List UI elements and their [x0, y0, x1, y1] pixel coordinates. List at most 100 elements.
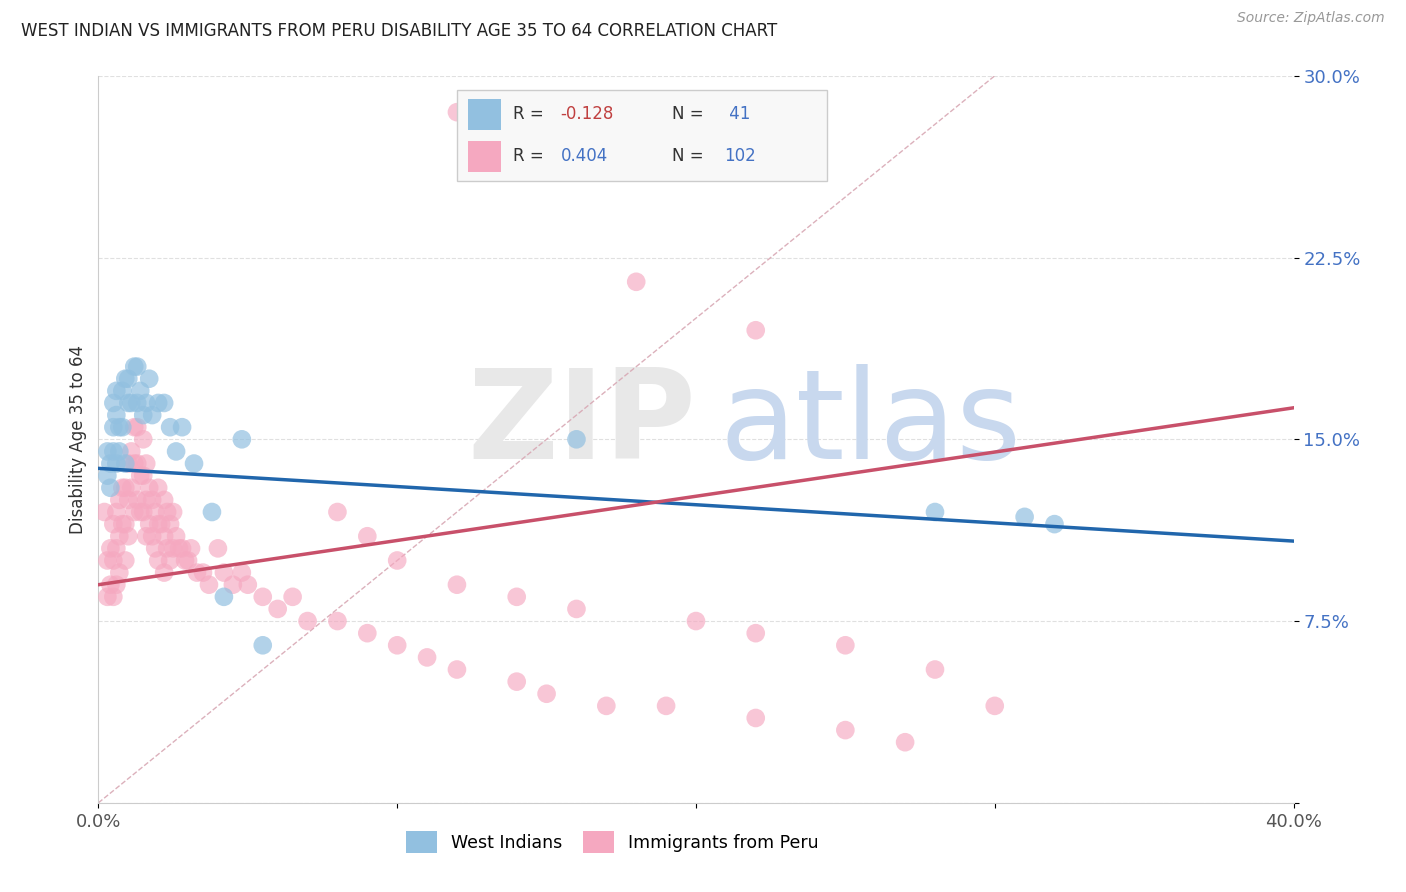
Point	[111, 517, 134, 532]
Point	[135, 457, 157, 471]
Point	[180, 541, 202, 556]
Point	[159, 517, 181, 532]
Text: ZIP: ZIP	[467, 364, 696, 485]
Point	[252, 590, 274, 604]
Y-axis label: Disability Age 35 to 64: Disability Age 35 to 64	[69, 345, 87, 533]
Point	[565, 432, 588, 446]
Point	[156, 541, 179, 556]
Point	[105, 457, 128, 471]
Point	[96, 444, 118, 458]
Point	[143, 505, 166, 519]
Point	[108, 444, 131, 458]
Point	[98, 457, 122, 471]
Point	[924, 663, 946, 677]
Point	[595, 698, 617, 713]
Point	[207, 541, 229, 556]
Point	[105, 505, 128, 519]
Point	[132, 468, 155, 483]
Point	[201, 505, 224, 519]
Point	[127, 359, 149, 374]
Point	[96, 590, 118, 604]
Point	[132, 432, 155, 446]
Point	[103, 590, 125, 604]
Point	[114, 553, 136, 567]
Point	[129, 468, 152, 483]
Point	[267, 602, 290, 616]
Point	[124, 505, 146, 519]
Point	[105, 384, 128, 398]
Point	[98, 578, 122, 592]
Point	[103, 517, 125, 532]
Point	[148, 517, 170, 532]
Legend: West Indians, Immigrants from Peru: West Indians, Immigrants from Peru	[399, 824, 825, 860]
Point	[506, 674, 529, 689]
Point	[186, 566, 208, 580]
Point	[96, 553, 118, 567]
Point	[153, 396, 176, 410]
Point	[894, 735, 917, 749]
Point	[120, 396, 142, 410]
Point	[111, 384, 134, 398]
Point	[141, 492, 163, 507]
Point	[231, 566, 253, 580]
Point	[385, 553, 409, 567]
Point	[222, 578, 245, 592]
Text: Source: ZipAtlas.com: Source: ZipAtlas.com	[1237, 11, 1385, 25]
Point	[105, 578, 128, 592]
Point	[536, 687, 558, 701]
Point	[135, 396, 157, 410]
Point	[536, 153, 558, 168]
Point	[153, 492, 176, 507]
Point	[685, 614, 707, 628]
Point	[165, 529, 187, 543]
Text: WEST INDIAN VS IMMIGRANTS FROM PERU DISABILITY AGE 35 TO 64 CORRELATION CHART: WEST INDIAN VS IMMIGRANTS FROM PERU DISA…	[21, 22, 778, 40]
Point	[148, 396, 170, 410]
Point	[117, 396, 139, 410]
Point	[162, 541, 184, 556]
Point	[141, 408, 163, 422]
Point	[159, 420, 181, 434]
Point	[1043, 517, 1066, 532]
Point	[108, 529, 131, 543]
Point	[120, 444, 142, 458]
Point	[326, 505, 349, 519]
Point	[162, 505, 184, 519]
Point	[138, 517, 160, 532]
Point	[114, 372, 136, 386]
Point	[132, 408, 155, 422]
Point	[103, 396, 125, 410]
Point	[172, 541, 194, 556]
Point	[114, 517, 136, 532]
Point	[212, 590, 235, 604]
Point	[153, 566, 176, 580]
Point	[127, 457, 149, 471]
Point	[177, 553, 200, 567]
Point	[117, 372, 139, 386]
Point	[446, 578, 468, 592]
Point	[138, 481, 160, 495]
Point	[159, 553, 181, 567]
Point	[416, 650, 439, 665]
Point	[148, 553, 170, 567]
Point	[96, 468, 118, 483]
Point	[108, 566, 131, 580]
Point	[103, 553, 125, 567]
Point	[143, 541, 166, 556]
Point	[745, 626, 768, 640]
Point	[252, 638, 274, 652]
Point	[172, 420, 194, 434]
Point	[135, 529, 157, 543]
Point	[281, 590, 304, 604]
Point	[924, 505, 946, 519]
Point	[834, 638, 856, 652]
Point	[124, 420, 146, 434]
Point	[127, 492, 149, 507]
Point	[129, 505, 152, 519]
Point	[356, 529, 378, 543]
Point	[98, 481, 122, 495]
Point	[135, 492, 157, 507]
Point	[745, 323, 768, 337]
Point	[114, 481, 136, 495]
Point	[446, 663, 468, 677]
Point	[117, 457, 139, 471]
